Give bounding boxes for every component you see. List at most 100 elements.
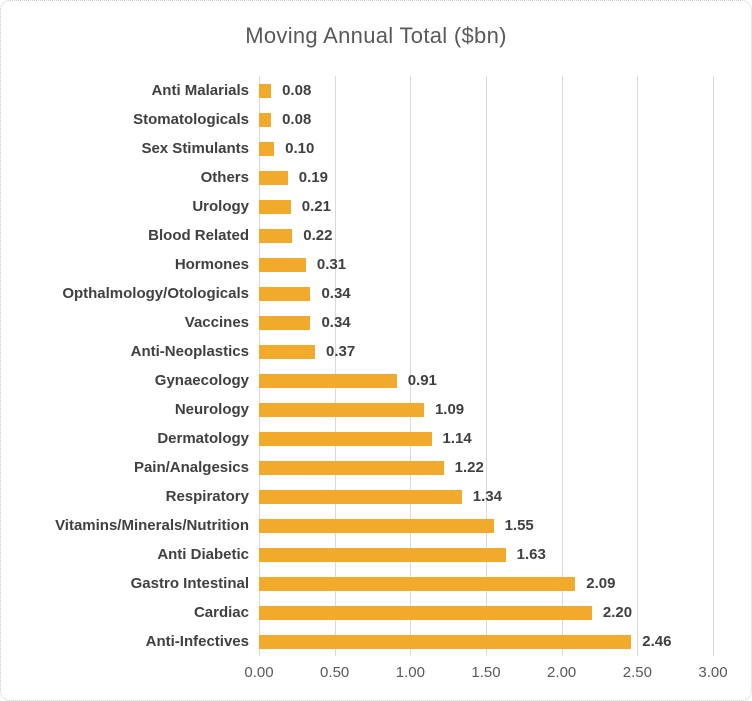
gridlines [259,76,714,656]
bar [259,431,432,446]
bar [259,112,272,127]
category-label: Vitamins/Minerals/Nutrition [55,517,249,534]
bar-value-label: 1.09 [434,401,465,418]
bar [259,83,272,98]
bar-row: 0.31 [259,250,713,279]
gridline [637,76,639,656]
bar-row: 2.20 [259,598,713,627]
bar-row: 1.22 [259,453,713,482]
category-label: Anti-Neoplastics [130,343,249,360]
bar [259,373,397,388]
bar [259,315,311,330]
bar-value-label: 0.34 [321,314,351,331]
x-axis-tick-label: 2.00 [547,664,577,681]
bar-value-label: 1.34 [472,488,502,505]
bar-row: 0.22 [259,221,713,250]
bar-row: 1.55 [259,511,713,540]
bar-row: 1.09 [259,395,713,424]
bar-value-label: 0.37 [325,343,356,360]
bar-row: 0.21 [259,192,713,221]
bar-row: 0.34 [259,308,713,337]
bar-row: 0.34 [259,279,713,308]
gridline [410,76,412,656]
bar-row: 1.14 [259,424,713,453]
category-label: Sex Stimulants [141,140,249,157]
bar [259,170,288,185]
category-label: Blood Related [148,227,249,244]
bar-value-label: 1.63 [516,546,546,563]
bar-value-label: 0.34 [321,285,351,302]
bar-value-label: 2.46 [642,633,672,650]
bar-row: 1.34 [259,482,713,511]
category-label: Gynaecology [154,372,249,389]
x-axis: 0.00 0.50 1.00 1.50 2.00 2.50 3.00 [244,664,727,690]
bar [259,344,315,359]
bar-value-label: 1.22 [454,459,484,476]
bar-value-label: 1.14 [442,430,472,447]
bar-value-label: 0.19 [298,169,328,186]
bar-row: 0.08 [259,105,713,134]
x-axis-tick-label: 0.50 [320,664,350,681]
x-axis-tick-label: 1.00 [395,664,425,681]
bar [259,605,592,620]
x-axis-tick-label: 2.50 [622,664,652,681]
bar [259,634,632,649]
bar-value-label: 2.09 [586,575,616,592]
bar [259,141,275,156]
bar-row: 2.09 [259,569,713,598]
category-label: Cardiac [193,604,249,621]
category-label: Dermatology [157,430,249,447]
category-label: Vaccines [184,314,249,331]
bar [259,286,311,301]
gridline [486,76,487,656]
x-axis-tick-label: 1.50 [471,664,501,681]
category-label: Hormones [174,256,249,273]
bar [259,402,424,417]
category-label: Respiratory [165,488,249,505]
plot-area: 0.08 0.08 0.10 0.19 0.21 0.22 0.31 0.34 0.34 0.37… [259,76,714,656]
category-label: Gastro Intestinal [130,575,249,592]
bar-value-label: 0.08 [282,82,312,99]
bar-value-label: 0.22 [303,227,333,244]
category-label: Stomatologicals [133,111,249,128]
bar-row: 0.19 [259,163,713,192]
bar-rows: 0.08 0.08 0.10 0.19 0.21 0.22 0.31 0.34 0.34 0.37… [259,76,713,656]
bar [259,460,444,475]
category-label: Others [200,169,249,186]
chart-title: Moving Annual Total ($bn) [245,23,507,48]
category-label: Urology [192,198,249,215]
bar-value-label: 0.31 [316,256,347,273]
bar [259,576,576,591]
gridline [334,76,336,656]
gridline [713,76,714,656]
gridline [259,76,260,656]
bar-row: 0.08 [259,76,713,105]
bar [259,489,462,504]
bar-row: 0.10 [259,134,713,163]
bar [259,257,306,272]
category-label: Anti Diabetic [157,546,249,563]
category-label: Anti-Infectives [145,633,249,650]
bar-row: 2.46 [259,627,713,656]
bar-value-label: 0.10 [285,140,315,157]
x-axis-tick-label: 3.00 [698,664,728,681]
category-label: Anti Malarials [151,82,249,99]
bar-value-label: 1.55 [504,517,534,534]
bar-row: 0.37 [259,337,713,366]
bar [259,547,506,562]
bar-row: 0.91 [259,366,713,395]
category-label: Neurology [174,401,249,418]
category-label: Opthalmology/Otologicals [62,285,249,302]
bar [259,228,293,243]
bar-row: 1.63 [259,540,713,569]
gridline [561,76,563,656]
bar-value-label: 0.08 [282,111,312,128]
bar [259,199,291,214]
bar-value-label: 0.21 [301,198,331,215]
x-axis-tick-label: 0.00 [244,664,274,681]
category-label: Pain/Analgesics [133,459,249,476]
bar-value-label: 2.20 [602,604,633,621]
category-labels: Anti Malarials Stomatologicals Sex Stimula… [1,76,249,656]
bar-value-label: 0.91 [407,372,437,389]
